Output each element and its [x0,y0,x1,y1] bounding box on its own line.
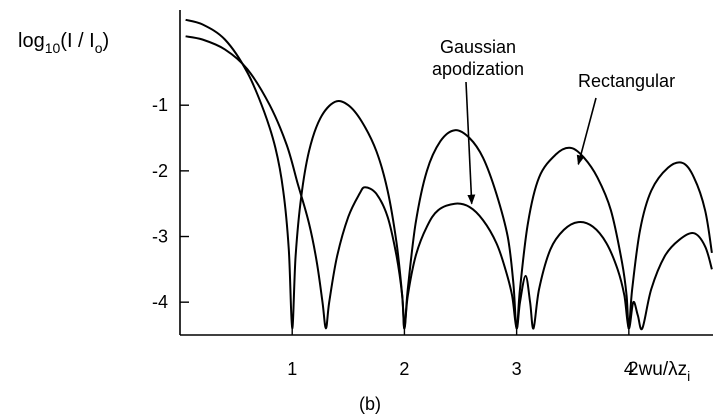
y-axis-label-sub2: o [95,40,103,56]
y-tick-label: -1 [152,95,168,115]
y-tick-label: -4 [152,292,168,312]
rectangular-annotation-arrow [576,97,597,166]
axes [179,10,713,336]
x-tick-label: 2 [399,359,409,379]
y-axis-label-mid: (I / I [60,30,94,52]
gaussian-annotation-text: apodization [432,59,524,79]
figure-caption: (b) [359,394,381,414]
gaussian-annotation-text: Gaussian [440,37,516,57]
gaussian-annotation-arrow [465,81,476,205]
x-tick-label: 4 [624,359,634,379]
labels: log10(I / Io) 2wu/λzi (b) [18,30,690,414]
y-axis-label-sub1: 10 [45,40,61,56]
y-tick-label: -3 [152,227,168,247]
y-axis-label-suffix: ) [103,30,110,52]
rectangular-annotation-text: Rectangular [578,71,675,91]
y-tick-label: -2 [152,161,168,181]
ticks: -1 -2 -3 -4 1 2 3 4 [152,95,634,379]
y-axis-label: log10(I / Io) [18,30,109,56]
x-axis-label: 2wu/λzi [628,359,690,384]
x-axis-label-sub: i [687,368,690,384]
x-tick-label: 3 [512,359,522,379]
x-tick-label: 1 [287,359,297,379]
